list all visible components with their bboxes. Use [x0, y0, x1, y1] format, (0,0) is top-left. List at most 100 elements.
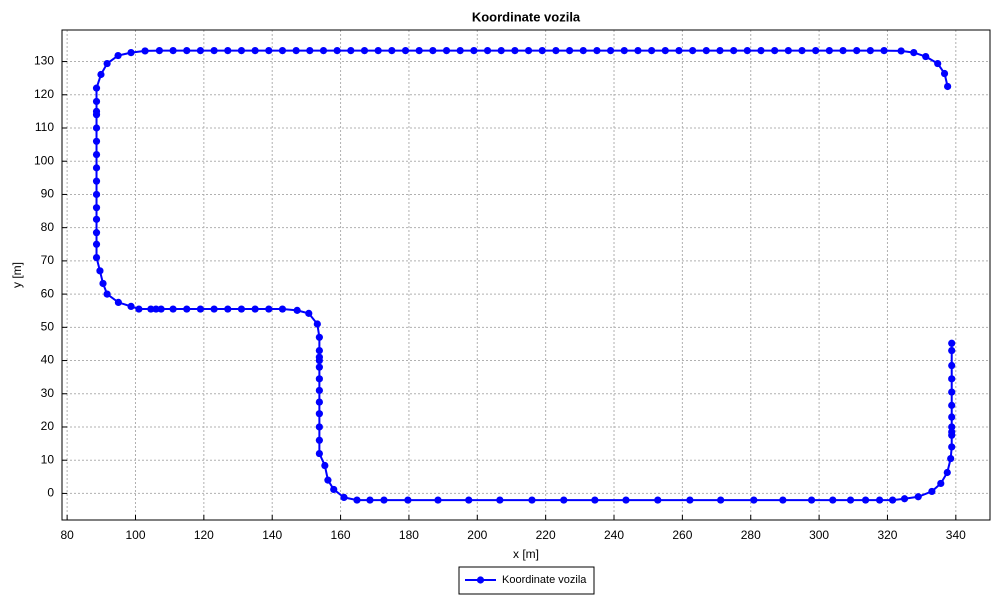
marker	[415, 46, 423, 55]
marker	[169, 305, 177, 313]
marker	[183, 46, 191, 55]
marker	[127, 302, 135, 310]
y-tick-label: 130	[34, 54, 54, 68]
marker	[292, 46, 300, 55]
marker	[875, 496, 884, 504]
x-tick-label: 240	[604, 528, 624, 542]
x-tick-label: 340	[946, 528, 966, 542]
marker	[456, 46, 464, 55]
marker	[315, 346, 323, 355]
x-tick-label: 280	[741, 528, 761, 542]
x-tick-label: 300	[809, 528, 829, 542]
marker	[948, 346, 956, 355]
y-tick-label: 10	[41, 452, 55, 466]
marker	[661, 46, 669, 55]
marker	[757, 46, 765, 55]
marker	[944, 82, 952, 91]
marker	[92, 240, 101, 248]
marker	[114, 51, 122, 60]
marker	[948, 431, 956, 439]
marker	[807, 496, 816, 504]
marker	[114, 298, 122, 307]
marker	[839, 46, 847, 55]
marker	[224, 305, 232, 313]
marker	[127, 48, 135, 57]
marker	[948, 339, 956, 347]
marker	[315, 449, 323, 458]
x-tick-label: 120	[194, 528, 214, 542]
y-tick-label: 90	[41, 187, 55, 201]
marker	[928, 487, 936, 496]
marker	[353, 496, 361, 504]
marker	[92, 164, 101, 172]
marker	[103, 59, 111, 68]
x-tick-label: 100	[125, 528, 145, 542]
marker	[853, 46, 861, 55]
marker	[92, 190, 101, 199]
marker	[528, 496, 536, 504]
y-tick-label: 80	[41, 220, 55, 234]
chart-title: Koordinate vozila	[472, 9, 581, 24]
marker	[900, 495, 909, 503]
y-tick-label: 70	[41, 253, 55, 267]
y-tick-label: 50	[41, 319, 55, 333]
marker	[278, 305, 287, 313]
y-tick-label: 100	[34, 153, 54, 167]
marker	[237, 46, 246, 55]
x-tick-label: 260	[672, 528, 692, 542]
marker	[315, 423, 323, 431]
marker	[511, 46, 519, 55]
marker	[251, 305, 259, 313]
marker	[92, 107, 101, 115]
marker	[948, 388, 956, 396]
y-tick-label: 20	[41, 419, 55, 433]
marker	[360, 46, 369, 55]
x-tick-label: 160	[331, 528, 351, 542]
marker	[340, 493, 348, 502]
marker	[306, 46, 314, 55]
marker	[465, 496, 473, 504]
marker	[606, 46, 615, 55]
marker	[934, 59, 942, 68]
marker	[278, 46, 287, 55]
y-tick-label: 110	[35, 120, 54, 134]
marker	[496, 496, 504, 504]
marker	[689, 46, 697, 55]
marker	[92, 177, 101, 185]
marker	[92, 215, 101, 223]
marker	[97, 70, 105, 79]
marker	[183, 305, 191, 313]
x-tick-label: 140	[262, 528, 282, 542]
marker	[251, 46, 259, 55]
marker	[92, 229, 101, 237]
marker	[717, 496, 725, 504]
marker	[914, 493, 922, 501]
marker	[888, 496, 897, 504]
marker	[552, 46, 560, 55]
marker	[897, 47, 905, 55]
marker	[442, 46, 451, 55]
marker	[324, 476, 332, 484]
marker	[798, 46, 806, 55]
marker	[948, 361, 956, 370]
y-tick-label: 30	[41, 386, 55, 400]
marker	[429, 46, 437, 55]
marker	[538, 46, 546, 55]
marker	[861, 496, 870, 504]
marker	[940, 69, 949, 78]
marker	[265, 305, 273, 313]
marker	[743, 46, 751, 55]
marker	[313, 320, 321, 328]
marker	[404, 496, 412, 504]
marker	[829, 496, 837, 504]
marker	[401, 46, 410, 55]
marker	[92, 204, 101, 212]
marker	[716, 46, 724, 55]
marker	[157, 305, 165, 313]
marker	[648, 46, 656, 55]
marker	[135, 305, 143, 313]
marker	[910, 48, 918, 57]
marker	[96, 267, 104, 275]
marker	[948, 443, 956, 451]
